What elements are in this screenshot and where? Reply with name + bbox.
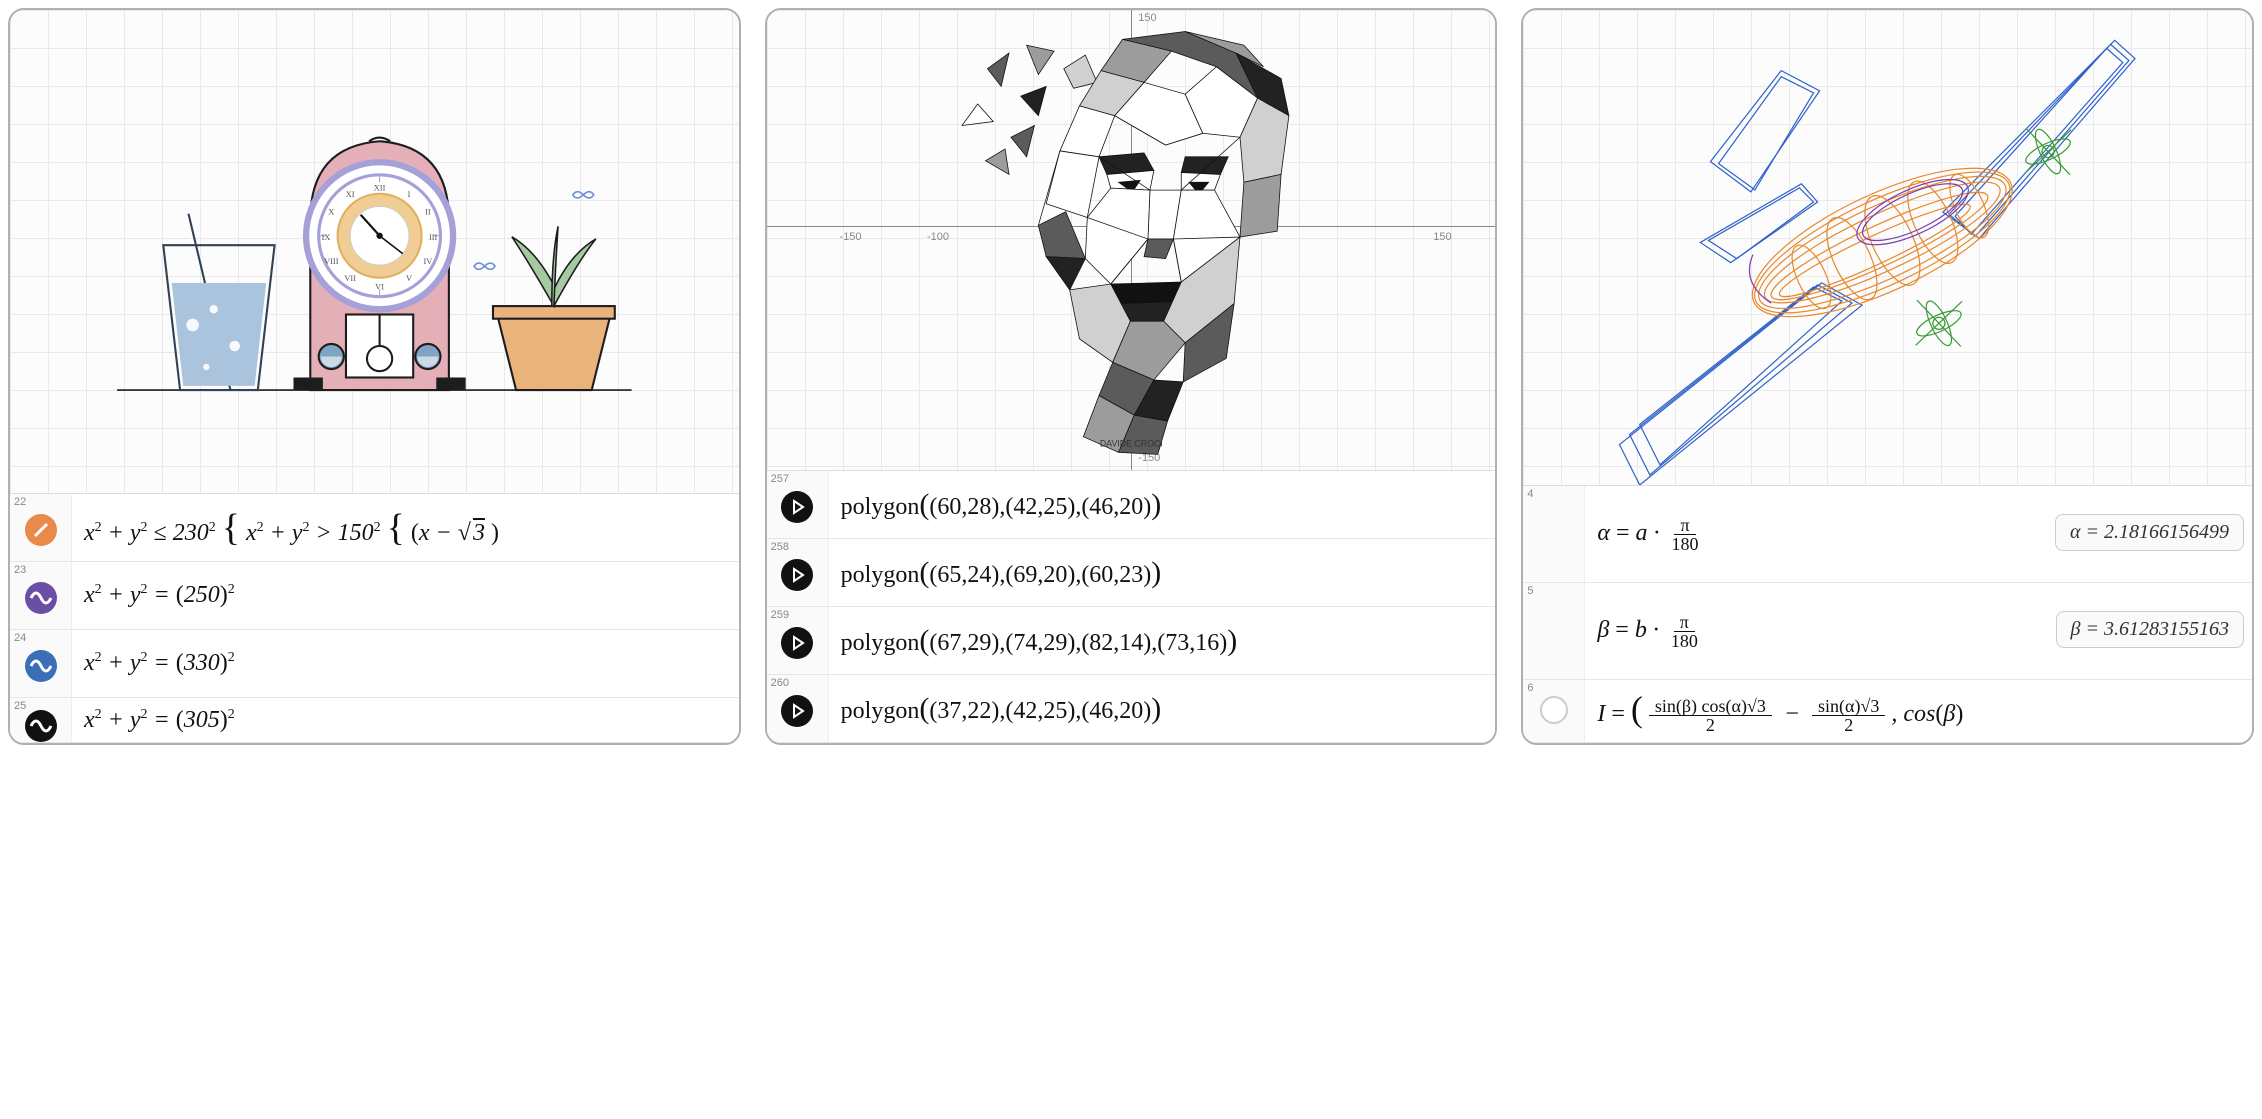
expression-row[interactable]: 259 polygon((67,29),(74,29),(82,14),(73,… [767, 607, 1496, 675]
expression-math[interactable]: x2 + y2 = (330)2 [72, 642, 739, 685]
expression-math[interactable]: polygon((37,22),(42,25),(46,20)) [829, 684, 1496, 734]
svg-text:VIII: VIII [324, 257, 339, 266]
wave-icon[interactable] [25, 582, 57, 614]
expression-math[interactable]: I = ( sin(β) cos(α)√32 − sin(α)√32 , cos… [1585, 680, 2252, 742]
expression-gutter: 4 [1523, 486, 1585, 582]
expression-math[interactable]: α = a · π180 [1585, 508, 2055, 561]
play-icon[interactable] [781, 695, 813, 727]
expression-gutter: 25 [10, 698, 72, 742]
expression-row[interactable]: 25 x2 + y2 = (305)2 [10, 698, 739, 743]
expression-number: 25 [14, 700, 26, 712]
expression-gutter: 258 [767, 539, 829, 606]
expression-math[interactable]: β = b · π180 [1585, 605, 2055, 658]
expression-list-2: 257 polygon((60,28),(42,25),(46,20)) 258… [767, 470, 1496, 743]
plant-drawing [493, 226, 615, 390]
result-chip: α = 2.18166156499 [2055, 514, 2244, 551]
svg-text:IX: IX [322, 233, 331, 242]
wave-icon[interactable] [25, 650, 57, 682]
svg-text:I: I [408, 190, 411, 199]
expression-number: 259 [771, 609, 789, 621]
expression-number: 24 [14, 632, 26, 644]
svg-text:XII: XII [374, 184, 386, 193]
expression-math[interactable]: polygon((60,28),(42,25),(46,20)) [829, 480, 1496, 530]
wave-icon[interactable] [25, 710, 57, 742]
expression-number: 22 [14, 496, 26, 508]
glass-drawing [163, 214, 274, 390]
expression-row[interactable]: 23 x2 + y2 = (250)2 [10, 562, 739, 630]
expression-gutter: 24 [10, 630, 72, 697]
expression-gutter: 5 [1523, 583, 1585, 679]
play-icon[interactable] [781, 491, 813, 523]
expression-list-1: 22 x2 + y2 ≤ 2302 { x2 + y2 > 1502 { (x … [10, 493, 739, 743]
expression-gutter: 22 [10, 494, 72, 561]
svg-text:XI: XI [346, 190, 355, 199]
expression-number: 5 [1527, 585, 1533, 597]
disc-icon[interactable] [25, 514, 57, 546]
expression-number: 23 [14, 564, 26, 576]
svg-text:VII: VII [344, 274, 356, 283]
expression-number: 260 [771, 677, 789, 689]
expression-gutter: 259 [767, 607, 829, 674]
expression-math[interactable]: polygon((67,29),(74,29),(82,14),(73,16)) [829, 616, 1496, 666]
svg-text:II: II [425, 208, 431, 217]
expression-number: 258 [771, 541, 789, 553]
expression-gutter: 260 [767, 675, 829, 742]
expression-row[interactable]: 6 I = ( sin(β) cos(α)√32 − sin(α)√32 , c… [1523, 680, 2252, 743]
expression-math[interactable]: x2 + y2 ≤ 2302 { x2 + y2 > 1502 { (x − √… [72, 498, 739, 558]
expression-list-3: 4 α = a · π180 α = 2.18166156499 5 β = b… [1523, 485, 2252, 743]
still-life-drawing: XIIIII VIIX III IVV VIIVIII XXI [10, 10, 739, 493]
svg-text:III: III [429, 233, 438, 242]
expression-math[interactable]: x2 + y2 = (250)2 [72, 574, 739, 617]
polygon-face-drawing: DAVIDE CROCI [767, 10, 1496, 470]
expression-math[interactable]: polygon((65,24),(69,20),(60,23)) [829, 548, 1496, 598]
play-icon[interactable] [781, 559, 813, 591]
svg-text:VI: VI [375, 282, 384, 291]
expression-gutter: 257 [767, 471, 829, 538]
signature-text: DAVIDE CROCI [1100, 439, 1163, 449]
svg-text:IV: IV [423, 257, 432, 266]
play-icon[interactable] [781, 627, 813, 659]
result-chip: β = 3.61283155163 [2056, 611, 2244, 648]
clock-drawing: XIIIII VIIX III IVV VIIVIII XXI [293, 138, 465, 391]
expression-gutter: 23 [10, 562, 72, 629]
expression-row[interactable]: 5 β = b · π180 β = 3.61283155163 [1523, 583, 2252, 680]
expression-row[interactable]: 22 x2 + y2 ≤ 2302 { x2 + y2 > 1502 { (x … [10, 494, 739, 562]
empty-toggle-icon[interactable] [1540, 696, 1568, 724]
panel-polygon-face: 150 -150 -150 -100 150 0 [765, 8, 1498, 745]
expression-row[interactable]: 260 polygon((37,22),(42,25),(46,20)) [767, 675, 1496, 743]
expression-math[interactable]: x2 + y2 = (305)2 [72, 699, 739, 742]
expression-number: 6 [1527, 682, 1533, 694]
airplane-wireframe [1523, 10, 2252, 485]
expression-number: 4 [1527, 488, 1533, 500]
panel-still-life: XIIIII VIIX III IVV VIIVIII XXI [8, 8, 741, 745]
expression-row[interactable]: 257 polygon((60,28),(42,25),(46,20)) [767, 471, 1496, 539]
graph-canvas-1[interactable]: XIIIII VIIX III IVV VIIVIII XXI [10, 10, 739, 493]
expression-row[interactable]: 24 x2 + y2 = (330)2 [10, 630, 739, 698]
graph-canvas-2[interactable]: 150 -150 -150 -100 150 0 [767, 10, 1496, 470]
svg-text:X: X [328, 208, 334, 217]
svg-text:V: V [406, 274, 412, 283]
expression-row[interactable]: 4 α = a · π180 α = 2.18166156499 [1523, 486, 2252, 583]
expression-gutter: 6 [1523, 680, 1585, 742]
panel-airplane: 4 α = a · π180 α = 2.18166156499 5 β = b… [1521, 8, 2254, 745]
expression-row[interactable]: 258 polygon((65,24),(69,20),(60,23)) [767, 539, 1496, 607]
expression-number: 257 [771, 473, 789, 485]
graph-canvas-3[interactable] [1523, 10, 2252, 485]
